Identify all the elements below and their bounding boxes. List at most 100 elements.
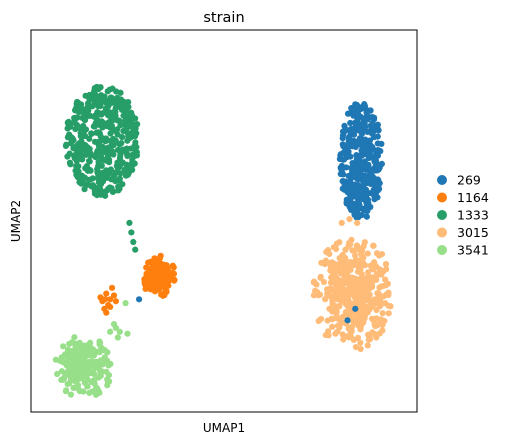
point-1333-337 xyxy=(131,142,138,149)
point-269-317 xyxy=(347,180,354,187)
point-stray-1 xyxy=(135,296,143,303)
point-3541-152 xyxy=(66,380,73,387)
point-1333-419 xyxy=(107,130,114,137)
point-3541-117 xyxy=(58,368,65,375)
point-269-210 xyxy=(358,211,365,219)
point-1164-94 xyxy=(163,288,170,295)
point-3541-165 xyxy=(104,382,111,389)
point-269-347 xyxy=(338,166,345,173)
point-1164-149 xyxy=(150,267,157,275)
point-1333-400 xyxy=(87,167,94,174)
point-269-232 xyxy=(355,196,362,204)
point-1333-373 xyxy=(128,109,135,116)
point-3015-336 xyxy=(369,265,376,272)
point-3541-181 xyxy=(70,358,77,365)
point-1164-127 xyxy=(156,262,163,269)
point-3541-191 xyxy=(75,371,82,378)
point-3015-410 xyxy=(316,291,324,298)
point-3541-167 xyxy=(72,345,79,352)
point-1164-136 xyxy=(143,264,150,271)
point-3015-412 xyxy=(359,282,366,289)
point-1333-380 xyxy=(99,178,107,185)
point-269-187 xyxy=(374,140,381,147)
point-3541-202 xyxy=(75,350,82,357)
point-1333-406 xyxy=(102,135,110,142)
point-1333-345 xyxy=(96,139,103,146)
x-axis-label: UMAP1 xyxy=(203,421,245,435)
point-1333-427 xyxy=(74,98,81,106)
point-3015-385 xyxy=(375,293,382,301)
point-1333-235 xyxy=(104,103,112,110)
point-269-59 xyxy=(363,213,370,220)
point-1164-158 xyxy=(103,309,110,316)
point-3541-158 xyxy=(91,376,98,384)
point-269-319 xyxy=(346,143,353,150)
point-3015-278 xyxy=(320,278,327,286)
point-1333-381 xyxy=(117,161,125,168)
point-269-352 xyxy=(348,164,355,172)
point-1333-392 xyxy=(116,155,124,162)
point-269-266 xyxy=(364,207,371,215)
point-3015-418 xyxy=(360,254,367,262)
point-1333-404 xyxy=(111,139,118,146)
point-3015-408 xyxy=(332,330,339,337)
point-3015-420 xyxy=(346,215,353,223)
point-3541-161 xyxy=(76,388,83,395)
point-3015-380 xyxy=(359,261,366,268)
point-1333-365 xyxy=(114,126,121,133)
legend-marker-269 xyxy=(437,175,447,185)
point-3015-212 xyxy=(364,250,371,257)
point-3015-131 xyxy=(329,323,336,330)
point-3015-154 xyxy=(373,306,380,314)
point-3541-199 xyxy=(63,387,70,394)
point-3541-5 xyxy=(60,343,67,350)
point-269-354 xyxy=(354,103,361,110)
point-3015-296 xyxy=(377,316,385,323)
point-3015-414 xyxy=(340,336,347,343)
point-1333-223 xyxy=(78,138,85,145)
point-1333-317 xyxy=(120,127,127,135)
point-269-342 xyxy=(358,147,365,154)
point-1333-241 xyxy=(116,175,123,182)
point-3015-292 xyxy=(345,298,352,305)
point-269-309 xyxy=(349,159,356,167)
point-269-334 xyxy=(358,139,365,146)
point-1333-420 xyxy=(75,168,82,175)
point-3541-169 xyxy=(78,344,85,351)
point-1333-421 xyxy=(122,172,130,179)
point-1333-433 xyxy=(132,246,139,253)
point-3015-344 xyxy=(352,343,360,351)
point-1333-205 xyxy=(128,160,135,167)
legend-label-1333: 1333 xyxy=(457,208,489,223)
point-1164-147 xyxy=(158,272,165,279)
point-269-320 xyxy=(361,115,368,122)
point-269-358 xyxy=(367,152,375,159)
point-269-318 xyxy=(370,134,378,141)
point-3015-356 xyxy=(355,297,362,304)
point-1333-426 xyxy=(129,151,136,158)
point-3015-334 xyxy=(327,279,335,286)
point-3015-416 xyxy=(348,323,356,331)
point-269-359 xyxy=(347,153,354,160)
point-1333-374 xyxy=(94,148,101,155)
point-1164-159 xyxy=(112,298,120,305)
point-3541-209 xyxy=(104,349,111,356)
point-3541-214 xyxy=(116,328,123,335)
point-3015-315 xyxy=(352,261,359,268)
point-269-344 xyxy=(361,193,368,200)
point-3015-339 xyxy=(357,339,364,346)
point-1333-319 xyxy=(97,84,104,91)
point-1333-326 xyxy=(71,107,79,114)
point-3541-193 xyxy=(63,354,71,361)
point-269-356 xyxy=(351,141,358,148)
point-3015-382 xyxy=(333,268,341,275)
point-3015-411 xyxy=(354,292,361,299)
legend-label-269: 269 xyxy=(457,173,481,188)
point-1333-409 xyxy=(93,93,100,100)
point-3015-221 xyxy=(326,305,333,312)
point-1164-104 xyxy=(171,276,178,283)
point-1333-384 xyxy=(117,102,125,110)
point-3015-268 xyxy=(323,286,331,293)
point-3015-333 xyxy=(310,278,318,285)
